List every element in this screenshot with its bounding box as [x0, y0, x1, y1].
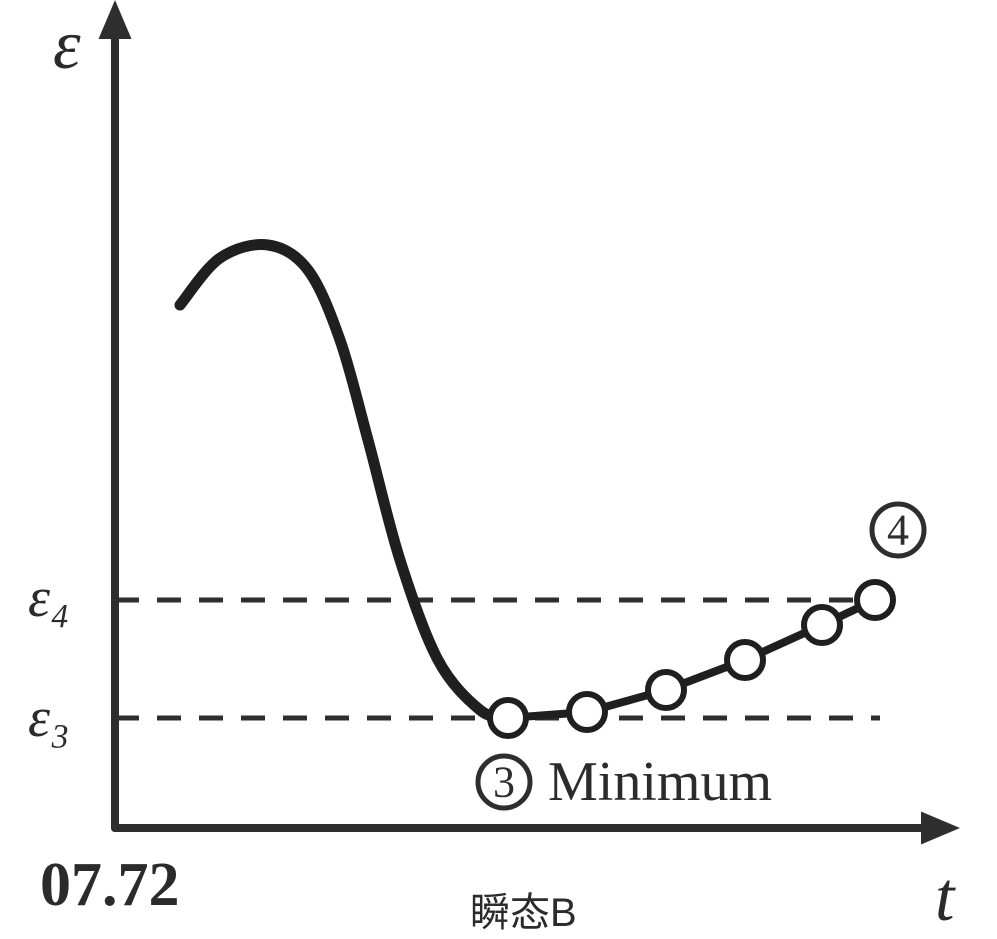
minimum-annotation: Minimum: [548, 750, 772, 814]
y-tick-eps4: ε₄: [28, 566, 70, 630]
chart-stage: 34 ε t ε₄ ε₃ 07.72 瞬态B Minimum: [0, 0, 997, 939]
y-tick-eps3: ε₃: [28, 686, 70, 750]
svg-text:4: 4: [887, 506, 909, 555]
x-axis-label: t: [935, 858, 954, 938]
origin-label: 07.72: [40, 850, 180, 921]
y-axis-label: ε: [53, 6, 81, 86]
chart-svg: 34: [0, 0, 997, 939]
caption-label: 瞬态B: [470, 880, 577, 938]
svg-text:3: 3: [493, 758, 515, 807]
